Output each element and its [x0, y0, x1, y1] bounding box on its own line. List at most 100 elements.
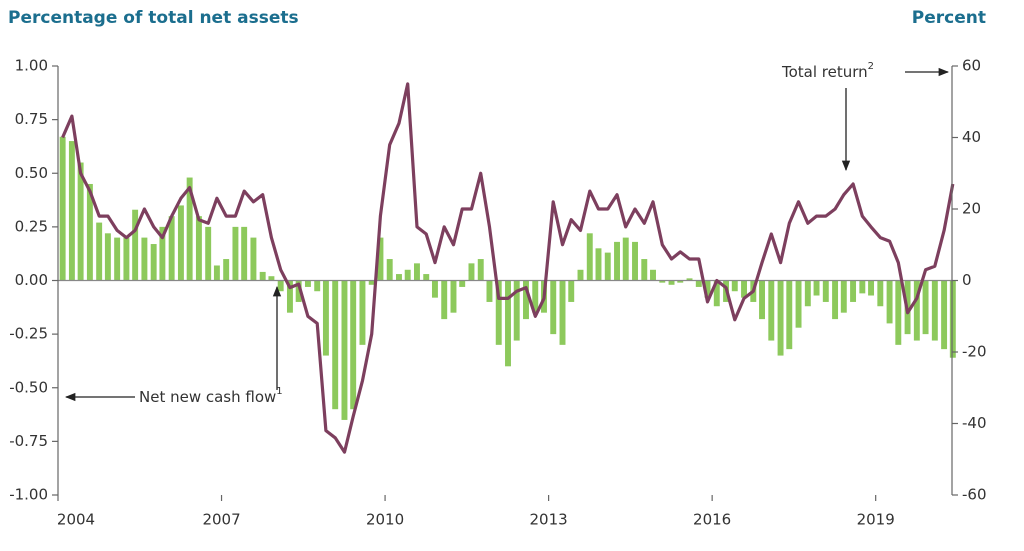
- bar: [850, 280, 857, 302]
- bar: [132, 209, 139, 281]
- bar: [232, 226, 239, 281]
- bar: [286, 280, 293, 313]
- y-tick-label: -0.50: [9, 378, 48, 396]
- bar: [250, 237, 257, 281]
- bar: [368, 280, 375, 285]
- bar: [259, 271, 266, 281]
- bar: [341, 280, 348, 420]
- bar: [141, 237, 148, 281]
- bar: [895, 280, 902, 345]
- bar: [922, 280, 929, 335]
- x-tick-label: 2016: [693, 511, 731, 529]
- bar: [695, 280, 702, 287]
- bar: [186, 177, 193, 281]
- bar: [77, 162, 84, 281]
- bar: [96, 222, 103, 281]
- bar: [759, 280, 765, 320]
- y2-tick-label: 60: [962, 57, 981, 75]
- bar: [513, 280, 520, 341]
- bar: [404, 269, 411, 281]
- bar: [150, 244, 157, 281]
- bar: [622, 237, 629, 281]
- bar: [123, 237, 130, 281]
- bar: [423, 274, 430, 281]
- annotation: Net new cash flow1: [139, 386, 283, 406]
- bar: [486, 280, 493, 302]
- bar: [450, 280, 457, 313]
- bar: [295, 280, 302, 302]
- y-tick-label: 0.50: [15, 164, 48, 182]
- y-tick-label: 0.75: [15, 110, 48, 128]
- bar: [68, 141, 75, 281]
- y-tick-label: 0.25: [15, 217, 48, 235]
- y-tick-label: 1.00: [15, 57, 48, 75]
- bar: [668, 280, 675, 285]
- bar: [886, 280, 893, 324]
- bar: [795, 280, 802, 328]
- bar: [304, 280, 311, 287]
- bar: [941, 280, 948, 350]
- bar: [786, 280, 793, 350]
- bar: [595, 248, 602, 281]
- bar: [577, 269, 584, 281]
- bar: [359, 280, 366, 345]
- y2-tick-label: -20: [962, 343, 987, 361]
- y2-tick-label: 40: [962, 128, 981, 146]
- y2-tick-label: 0: [962, 271, 972, 289]
- bar: [477, 259, 484, 281]
- y2-axis-title: Percent: [912, 8, 986, 28]
- line: [61, 82, 955, 454]
- annotation: Total return2: [781, 61, 874, 81]
- bar: [241, 226, 248, 281]
- bar: [859, 280, 866, 294]
- bar: [641, 259, 648, 281]
- bar: [413, 263, 420, 281]
- bar: [550, 280, 557, 335]
- bar: [604, 252, 611, 281]
- bar: [650, 269, 656, 281]
- bar: [632, 241, 638, 281]
- bar: [659, 280, 666, 283]
- y2-tick-label: -40: [962, 414, 987, 432]
- bar: [868, 280, 875, 296]
- bar: [396, 274, 402, 281]
- bar: [168, 216, 175, 281]
- bar: [686, 278, 693, 281]
- y-tick-label: -1.00: [9, 486, 48, 504]
- bar: [441, 280, 448, 320]
- bar: [832, 280, 839, 320]
- bar: [495, 280, 502, 345]
- bar: [568, 280, 575, 302]
- bar: [731, 280, 738, 292]
- bar: [431, 280, 438, 298]
- bar: [523, 280, 529, 320]
- bar: [177, 205, 184, 281]
- bar: [322, 280, 329, 356]
- bar: [768, 280, 775, 341]
- bar: [931, 280, 938, 341]
- bar: [205, 226, 212, 281]
- bar: [277, 280, 284, 292]
- bar: [377, 237, 384, 281]
- bar: [586, 233, 593, 281]
- bar: [213, 265, 220, 281]
- bar: [777, 280, 784, 356]
- bar: [268, 276, 275, 281]
- bar: [804, 280, 811, 307]
- bar: [913, 280, 920, 341]
- bar: [459, 280, 466, 287]
- bar: [314, 280, 321, 292]
- bar: [813, 280, 820, 296]
- bar: [59, 136, 66, 281]
- y-tick-label: 0.00: [15, 271, 48, 289]
- x-tick-label: 2019: [857, 511, 895, 529]
- y2-tick-label: -60: [962, 486, 987, 504]
- bar: [741, 280, 748, 298]
- bar: [104, 233, 111, 281]
- bar: [468, 263, 475, 281]
- x-tick-label: 2013: [530, 511, 568, 529]
- bar: [505, 280, 511, 367]
- x-tick-label: 2007: [202, 511, 240, 529]
- y2-tick-label: 20: [962, 200, 981, 218]
